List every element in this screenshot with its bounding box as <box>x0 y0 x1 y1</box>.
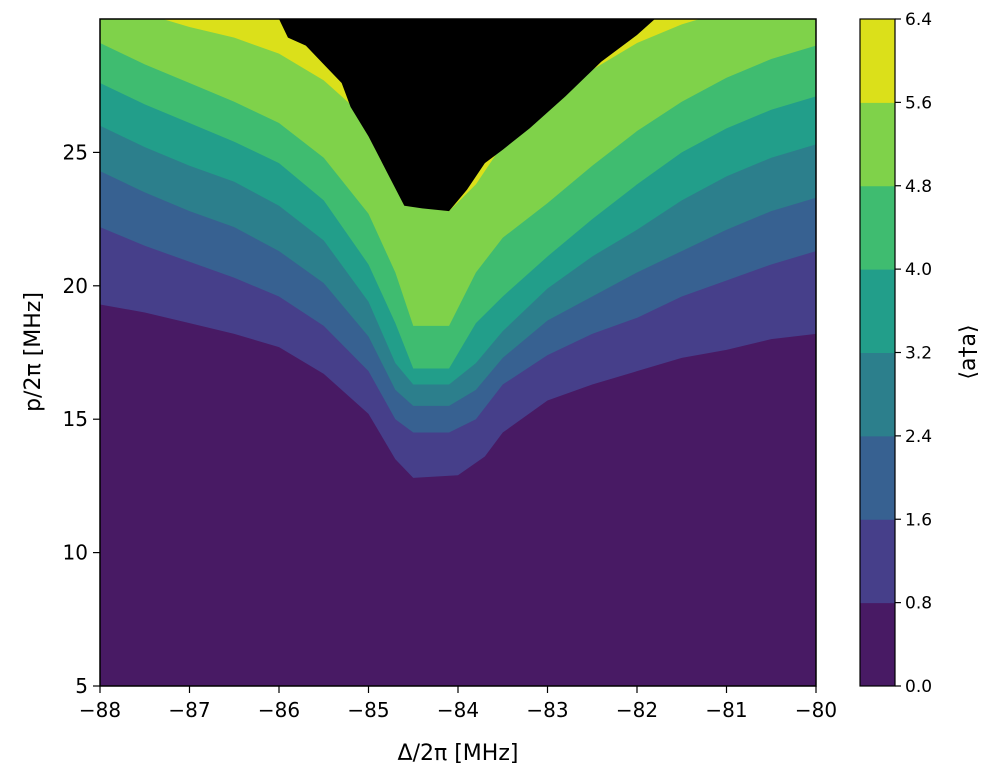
colorbar-segment <box>860 269 895 353</box>
y-tick-label: 25 <box>63 140 88 164</box>
contour-band-8 <box>279 19 655 212</box>
x-tick-label: −83 <box>526 698 568 722</box>
x-tick-label: −87 <box>168 698 210 722</box>
y-tick-label: 10 <box>63 541 88 565</box>
colorbar-tick-label: 1.6 <box>905 510 932 530</box>
colorbar-segment <box>860 102 895 187</box>
x-tick-label: −84 <box>437 698 479 722</box>
colorbar-tick-label: 4.0 <box>905 260 932 280</box>
contour-plot-area <box>100 19 816 686</box>
colorbar-tick-label: 2.4 <box>905 427 932 447</box>
y-tick-label: 5 <box>75 674 88 698</box>
y-axis-label: p/2π [MHz] <box>21 292 46 412</box>
colorbar-tick-label: 6.4 <box>905 10 932 30</box>
colorbar-segment <box>860 185 895 270</box>
x-tick-label: −88 <box>79 698 121 722</box>
x-axis-label: Δ/2π [MHz] <box>398 741 519 766</box>
y-tick-label: 20 <box>63 274 88 298</box>
colorbar-tick-label: 4.8 <box>905 177 932 197</box>
colorbar-tick-label: 0.0 <box>905 677 932 697</box>
colorbar-label: ⟨a†a⟩ <box>956 324 981 379</box>
colorbar-ticks: 0.0 0.8 1.6 2.4 3.2 4.0 4.8 5.6 6.4 <box>895 10 932 697</box>
colorbar-segment <box>860 435 895 520</box>
colorbar-tick-label: 5.6 <box>905 93 932 113</box>
colorbar-segment <box>860 352 895 437</box>
colorbar-segment <box>860 602 895 687</box>
x-tick-label: −86 <box>258 698 300 722</box>
colorbar-tick-label: 3.2 <box>905 344 932 364</box>
x-tick-label: −81 <box>705 698 747 722</box>
y-axis-ticks: 5 10 15 20 25 <box>63 140 100 698</box>
colorbar-segment <box>860 519 895 604</box>
x-tick-label: −85 <box>347 698 389 722</box>
y-tick-label: 15 <box>63 407 88 431</box>
colorbar-segment <box>860 19 895 103</box>
colorbar-tick-label: 0.8 <box>905 594 932 614</box>
x-tick-label: −82 <box>616 698 658 722</box>
colorbar <box>860 19 895 687</box>
x-axis-ticks: −88 −87 −86 −85 −84 −83 −82 −81 −80 <box>79 686 837 722</box>
x-tick-label: −80 <box>795 698 837 722</box>
